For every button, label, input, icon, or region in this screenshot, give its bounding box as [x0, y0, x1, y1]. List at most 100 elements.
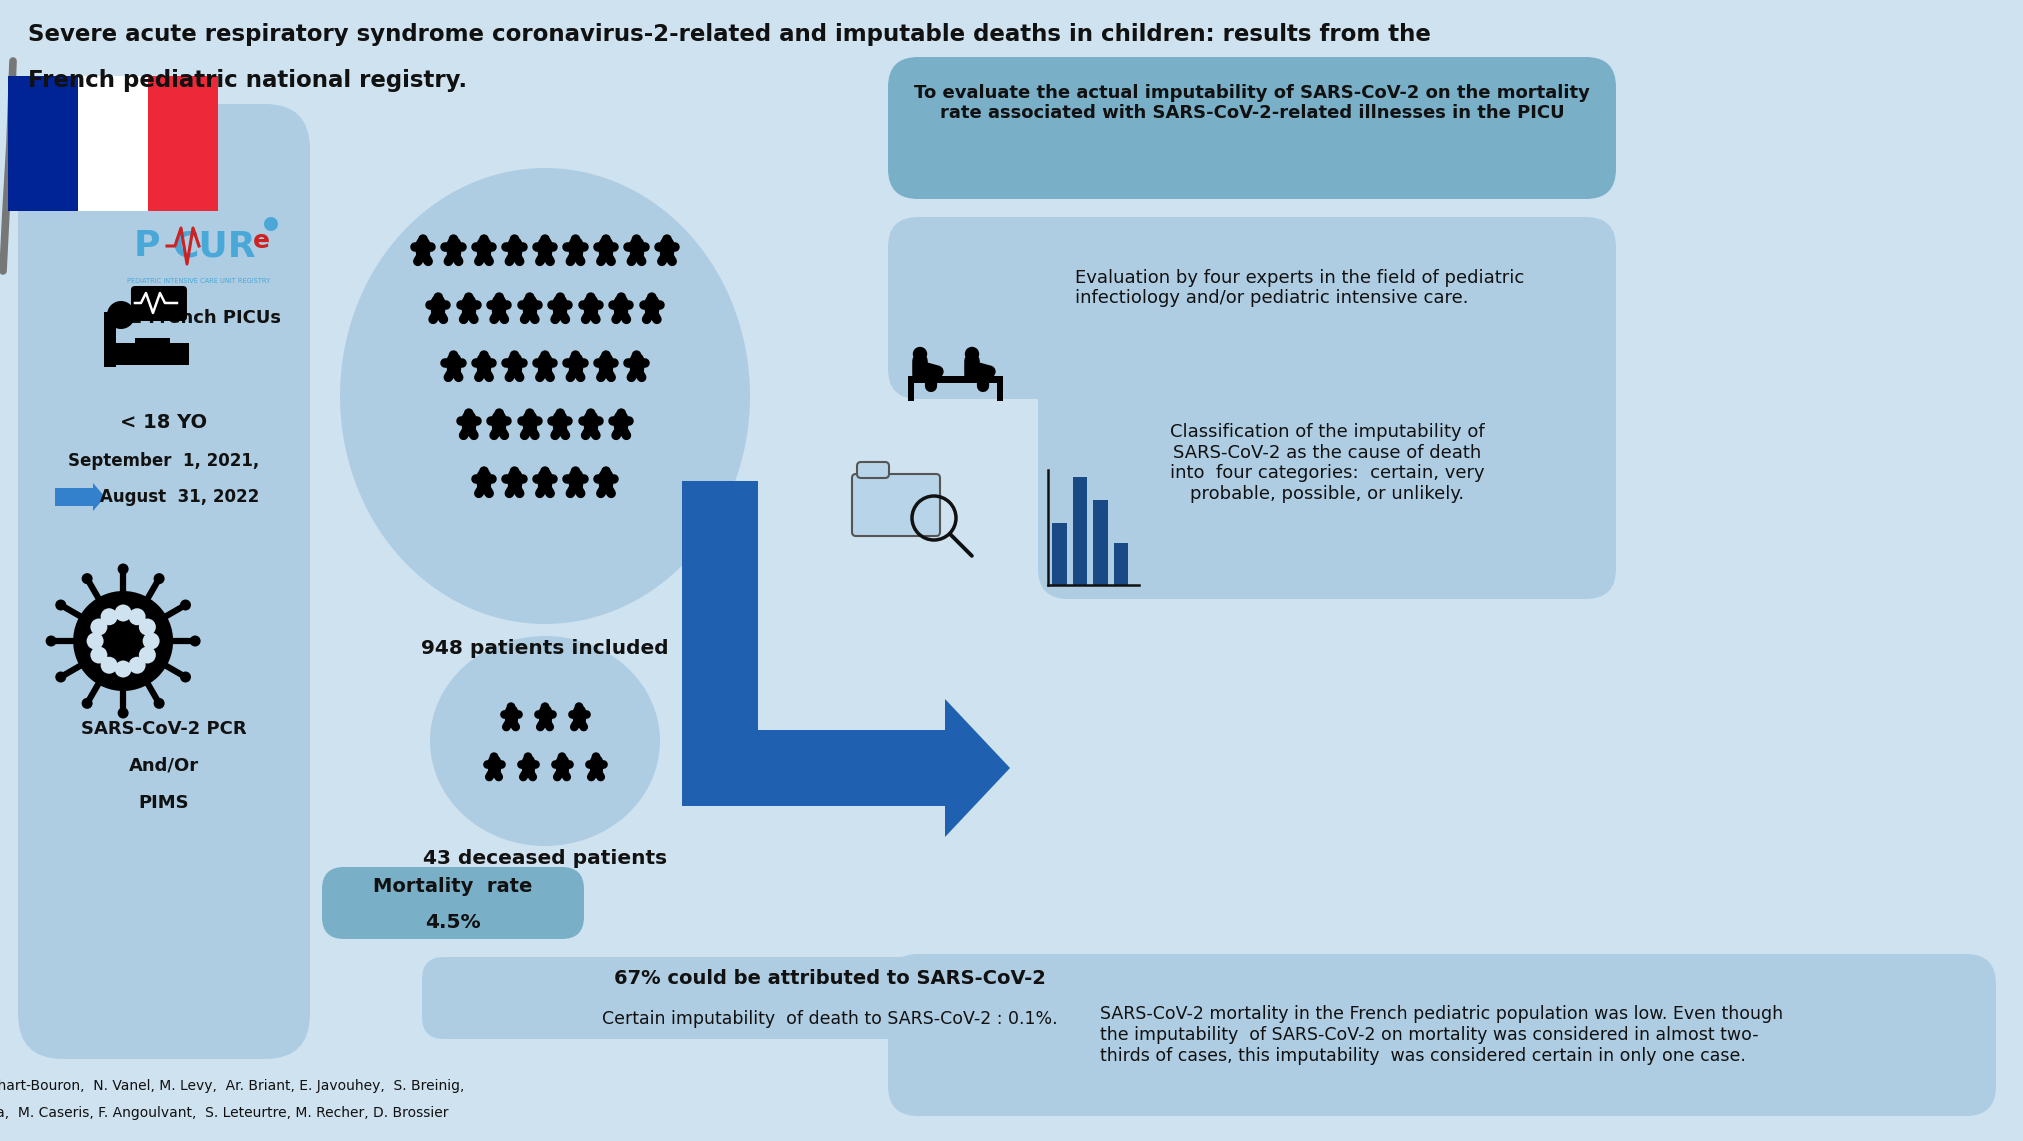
Circle shape — [463, 292, 473, 302]
Circle shape — [524, 292, 534, 302]
Text: M. Lockhart-Bouron,  N. Vanel, M. Levy,  Ar. Briant, E. Javouhey,  S. Breinig,: M. Lockhart-Bouron, N. Vanel, M. Levy, A… — [0, 1079, 465, 1093]
FancyBboxPatch shape — [131, 286, 186, 321]
Circle shape — [140, 647, 156, 664]
Bar — [1092, 500, 1107, 585]
Circle shape — [190, 636, 200, 647]
Circle shape — [115, 605, 131, 622]
Text: 4.5%: 4.5% — [425, 914, 481, 932]
Bar — [908, 377, 1003, 383]
Text: J. Dina,  M. Caseris, F. Angoulvant,  S. Leteurtre, M. Recher, D. Brossier: J. Dina, M. Caseris, F. Angoulvant, S. L… — [0, 1106, 449, 1120]
FancyBboxPatch shape — [18, 104, 310, 1059]
FancyBboxPatch shape — [888, 954, 1995, 1116]
Ellipse shape — [340, 168, 751, 624]
Text: e: e — [253, 229, 269, 253]
FancyBboxPatch shape — [421, 957, 1236, 1039]
Circle shape — [524, 408, 534, 418]
Circle shape — [494, 292, 504, 302]
Circle shape — [73, 591, 174, 691]
Circle shape — [585, 292, 595, 302]
Bar — [79, 76, 148, 211]
Text: P: P — [134, 229, 160, 262]
Circle shape — [433, 292, 443, 302]
Circle shape — [554, 408, 564, 418]
Circle shape — [91, 618, 107, 636]
Circle shape — [87, 632, 103, 649]
Text: SARS-CoV-2 mortality in the French pediatric population was low. Even though
the: SARS-CoV-2 mortality in the French pedia… — [1101, 1005, 1782, 1065]
Circle shape — [101, 657, 117, 673]
Circle shape — [47, 636, 57, 647]
Text: PIMS: PIMS — [140, 794, 190, 812]
Circle shape — [263, 217, 277, 230]
Circle shape — [129, 608, 146, 625]
Circle shape — [117, 707, 129, 719]
Bar — [682, 730, 955, 806]
Circle shape — [55, 599, 67, 610]
Text: August  31, 2022: August 31, 2022 — [99, 488, 259, 505]
Circle shape — [479, 350, 490, 361]
Circle shape — [154, 573, 164, 584]
Bar — [1052, 523, 1066, 585]
Circle shape — [180, 599, 190, 610]
Circle shape — [585, 408, 595, 418]
Bar — [682, 482, 759, 806]
Circle shape — [524, 752, 532, 761]
Text: SARS-CoV-2 PCR: SARS-CoV-2 PCR — [81, 720, 247, 738]
Text: PEDIATRIC INTENSIVE CARE UNIT REGISTRY: PEDIATRIC INTENSIVE CARE UNIT REGISTRY — [127, 278, 271, 284]
Bar — [103, 343, 188, 365]
Text: 948 patients included: 948 patients included — [421, 639, 668, 658]
Circle shape — [540, 350, 550, 361]
Circle shape — [117, 564, 129, 575]
Circle shape — [540, 234, 550, 244]
Circle shape — [682, 730, 759, 806]
Circle shape — [554, 292, 564, 302]
FancyBboxPatch shape — [852, 474, 939, 536]
Bar — [1113, 543, 1127, 585]
Circle shape — [556, 752, 566, 761]
Circle shape — [81, 573, 93, 584]
FancyArrow shape — [55, 483, 105, 511]
Text: < 18 YO: < 18 YO — [121, 413, 208, 432]
Circle shape — [617, 408, 625, 418]
Circle shape — [140, 618, 156, 636]
Circle shape — [490, 752, 498, 761]
Bar — [103, 311, 115, 367]
Circle shape — [91, 647, 107, 664]
Circle shape — [142, 632, 160, 649]
Circle shape — [601, 467, 611, 476]
Circle shape — [506, 703, 516, 711]
Circle shape — [647, 292, 655, 302]
Circle shape — [419, 234, 427, 244]
Circle shape — [540, 467, 550, 476]
Circle shape — [494, 408, 504, 418]
Circle shape — [180, 672, 190, 682]
Circle shape — [570, 350, 581, 361]
Circle shape — [510, 467, 520, 476]
Circle shape — [575, 703, 583, 711]
FancyBboxPatch shape — [888, 217, 1614, 399]
Bar — [8, 76, 79, 211]
Circle shape — [570, 234, 581, 244]
Circle shape — [101, 608, 117, 625]
Ellipse shape — [429, 636, 659, 845]
Circle shape — [631, 350, 641, 361]
Circle shape — [601, 350, 611, 361]
Circle shape — [631, 234, 641, 244]
Circle shape — [570, 467, 581, 476]
FancyArrow shape — [945, 699, 1009, 837]
Text: Classification of the imputability of
SARS-CoV-2 as the cause of death
into  fou: Classification of the imputability of SA… — [1169, 423, 1483, 503]
Bar — [1072, 477, 1086, 585]
Circle shape — [107, 301, 136, 329]
Circle shape — [912, 347, 927, 362]
Circle shape — [449, 350, 457, 361]
Circle shape — [449, 234, 457, 244]
Text: And/Or: And/Or — [129, 756, 198, 775]
FancyBboxPatch shape — [856, 462, 888, 478]
Bar — [148, 76, 218, 211]
Text: Evaluation by four experts in the field of pediatric
infectiology and/or pediatr: Evaluation by four experts in the field … — [1074, 268, 1523, 307]
Circle shape — [591, 752, 601, 761]
Text: September  1, 2021,: September 1, 2021, — [69, 452, 259, 470]
Circle shape — [540, 703, 548, 711]
Circle shape — [154, 698, 164, 709]
Circle shape — [662, 234, 672, 244]
Text: Severe acute respiratory syndrome coronavirus-2-related and imputable deaths in : Severe acute respiratory syndrome corona… — [28, 23, 1430, 46]
